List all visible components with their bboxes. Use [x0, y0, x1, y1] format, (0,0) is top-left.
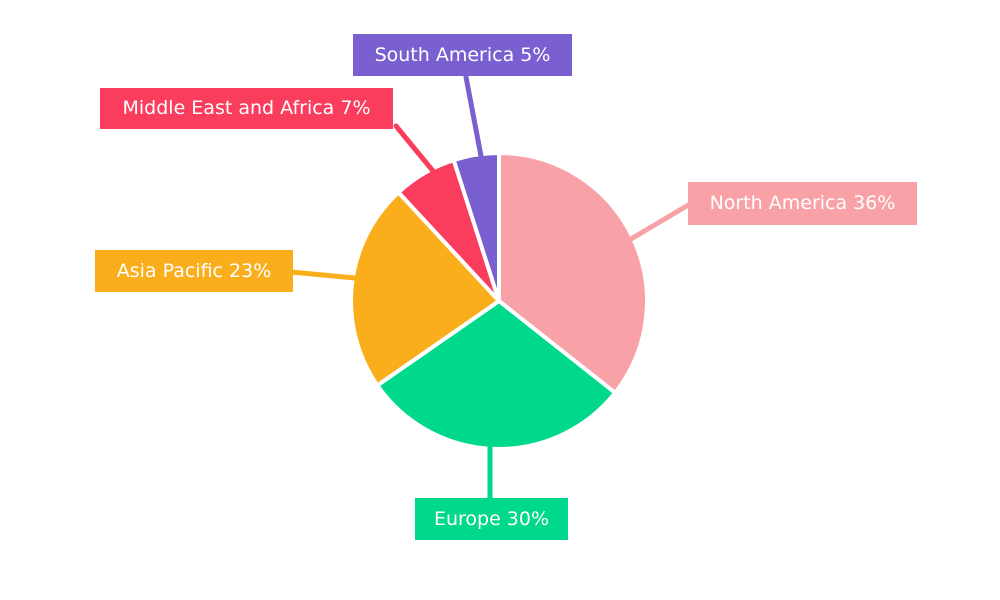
pie-slice-south-america[interactable] [451, 151, 501, 303]
leader-line-south-america [463, 74, 484, 159]
pie-slice-asia-pacific[interactable] [349, 190, 501, 388]
leader-line-middle-east-and-africa [393, 123, 436, 174]
pie-slice-europe[interactable] [375, 299, 618, 451]
callout-label-middle-east-and-africa: Middle East and Africa 7% [100, 88, 393, 129]
callout-label-europe: Europe 30% [415, 498, 568, 540]
leader-line-asia-pacific [288, 269, 358, 281]
callout-label-south-america: South America 5% [353, 34, 572, 76]
callout-label-north-america: North America 36% [688, 182, 917, 225]
leader-line-north-america [628, 201, 693, 242]
callout-label-asia-pacific: Asia Pacific 23% [95, 250, 293, 292]
